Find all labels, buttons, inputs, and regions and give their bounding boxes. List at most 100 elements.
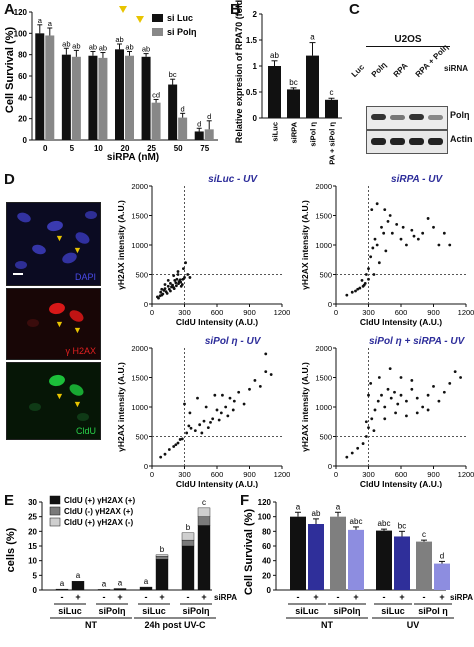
supergroup-label: NT	[321, 620, 333, 630]
scatter-point	[394, 411, 397, 415]
scatter-point	[432, 225, 435, 229]
x-tick-label: 75	[200, 144, 209, 153]
scatter-point	[253, 379, 257, 382]
sign-label: +	[399, 592, 404, 602]
scatter-point	[180, 283, 184, 286]
scatter-point	[175, 277, 179, 281]
scatter-point	[383, 417, 387, 421]
scatter-point	[369, 255, 373, 259]
scatter-point	[174, 281, 178, 285]
bar	[168, 84, 178, 140]
significance-letter: c	[202, 498, 206, 507]
panel-letter-a: A	[4, 1, 15, 18]
bar-segment	[181, 545, 195, 591]
significance-letter: b	[160, 545, 165, 554]
scatter-point	[426, 393, 430, 397]
bar-segment	[197, 516, 211, 526]
scatter-point	[170, 285, 173, 289]
supergroup-label: NT	[85, 620, 97, 630]
scatter-point	[448, 382, 452, 385]
significance-letter: ab	[270, 51, 279, 60]
scatter-point	[453, 370, 457, 373]
scatter-point	[213, 393, 217, 397]
legend-label: CldU (-) γH2AX (+)	[64, 507, 133, 516]
significance-letter: bc	[169, 70, 177, 79]
scatter-point	[373, 408, 377, 412]
scatter-point	[364, 435, 368, 438]
scatter-point	[376, 399, 380, 403]
sign-label: -	[187, 592, 190, 602]
scatter-point	[350, 451, 354, 455]
significance-letter: ab	[142, 45, 150, 54]
y-tick-label: 120	[14, 8, 28, 17]
bar-segment	[113, 588, 127, 591]
x-axis-label: CldU Intensity (A.U.)	[176, 479, 258, 488]
bar-segment	[97, 589, 111, 591]
bar	[61, 54, 71, 140]
bar	[125, 55, 134, 140]
scatter-point	[370, 208, 374, 211]
x-tick-label: 0	[150, 308, 154, 317]
x-tick-label: 300	[178, 470, 191, 479]
supergroup-label: 24h post UV-C	[144, 620, 206, 630]
x-tick-label: 0	[43, 144, 48, 153]
significance-letter: bc	[289, 78, 297, 87]
sign-label: +	[353, 592, 358, 602]
significance-letter: c	[422, 530, 426, 539]
panel-f-ylabel: Cell Survival (%)	[243, 509, 255, 596]
scatter-point	[224, 405, 228, 409]
scatter-point	[169, 289, 172, 293]
scatter-point	[360, 279, 364, 282]
scatter-point	[166, 284, 170, 288]
sign-label: -	[337, 592, 340, 602]
scatter-point	[362, 283, 366, 287]
y-tick-label: 2000	[131, 182, 148, 191]
y-axis-label: γH2AX intensity (A.U.)	[300, 200, 310, 290]
bar	[348, 529, 364, 590]
y-tick-label: 10	[28, 557, 37, 566]
y-tick-label: 120	[258, 498, 272, 507]
scatter-point	[176, 273, 180, 276]
arrowhead-marker	[119, 6, 127, 13]
scatter-point	[459, 376, 462, 379]
scatter-point	[373, 237, 377, 241]
significance-letter: b	[186, 523, 191, 532]
scatter-point	[187, 424, 191, 428]
scatter-point	[367, 267, 370, 270]
legend-label: CldU (+) γH2AX (+)	[64, 496, 135, 505]
x-tick-label: siRPA + siPol η	[328, 122, 337, 165]
scatter-point	[160, 287, 164, 291]
significance-letter: ab	[72, 41, 80, 50]
significance-letter: cd	[152, 90, 160, 99]
scatter-point	[178, 438, 182, 441]
y-tick-label: 30	[28, 498, 37, 507]
lane-label: RPA	[391, 61, 410, 79]
panel-e-chart: cells (%) 0 5 10 15 20 25 30 CldU (+) γH2AX (+)…	[5, 495, 237, 630]
scatter-point	[364, 420, 368, 424]
scatter-point	[157, 296, 160, 300]
x-tick-label: 50	[174, 144, 183, 153]
scatter-point	[442, 231, 446, 235]
panel-e-ylabel: cells (%)	[5, 527, 17, 572]
scatter-point	[221, 393, 224, 397]
scatter-point	[178, 278, 182, 282]
panel-b-ylabel: Relative expresion of RPA70 (fold)	[234, 0, 244, 143]
bar	[71, 56, 81, 140]
bar	[376, 530, 392, 590]
bar-segment	[55, 588, 69, 591]
legend-swatch-sipol	[152, 28, 163, 36]
y-tick-label: 1500	[131, 212, 148, 221]
y-tick-label: 0	[23, 136, 28, 145]
bar	[290, 516, 306, 590]
scatter-point	[185, 431, 189, 435]
y-tick-label: 2000	[131, 344, 148, 353]
scatter-point	[206, 426, 210, 430]
bar	[434, 563, 450, 590]
y-tick-label: 60	[18, 72, 27, 81]
bar-segment	[71, 580, 85, 591]
scatter-point	[176, 270, 180, 273]
scatter-point	[421, 405, 425, 409]
scatter-point	[159, 290, 163, 294]
y-tick-label: 0	[33, 586, 38, 595]
significance-letter: a	[76, 571, 81, 580]
